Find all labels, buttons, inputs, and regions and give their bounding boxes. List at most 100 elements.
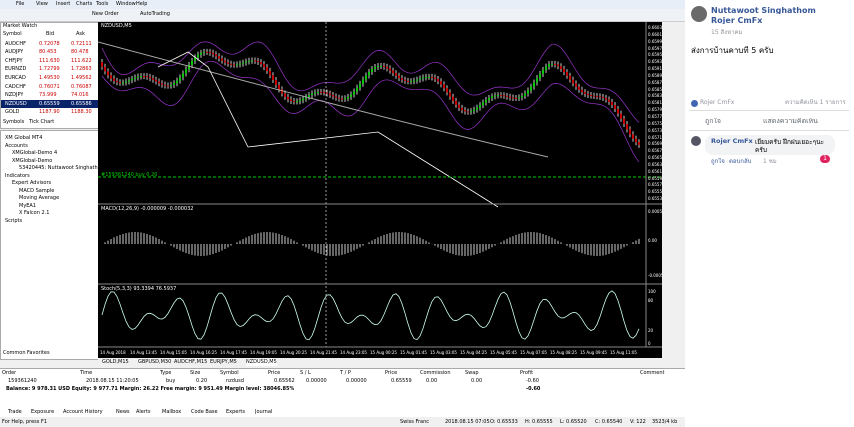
chart-tab[interactable]: AUDCHF,M15: [174, 359, 208, 365]
tab[interactable]: Account History: [63, 409, 103, 415]
symbol[interactable]: CADCHF: [5, 83, 26, 90]
candle: [431, 76, 433, 78]
time-label: 14 Aug 21:45: [310, 350, 337, 355]
tab[interactable]: Code Base: [191, 409, 218, 415]
tree-item[interactable]: Scripts: [5, 217, 23, 224]
comment-button[interactable]: แสดงความคิดเห็น: [763, 118, 818, 125]
tree-item[interactable]: X Falcon 2.1: [19, 210, 50, 216]
tab[interactable]: Journal: [255, 409, 273, 415]
symbol[interactable]: AUDCHF: [5, 40, 27, 47]
quote: 111.622: [71, 57, 92, 64]
tab[interactable]: Trade: [8, 409, 22, 415]
status-bar: For Help, press F1 Swiss Franc 2018.08.15 …: [0, 418, 685, 427]
time-label: 15 Aug 03:05: [430, 350, 457, 355]
target[interactable]: Rojer CmFx: [711, 17, 763, 24]
tree-item[interactable]: Indicators: [5, 172, 30, 179]
tab[interactable]: Mailbox: [162, 409, 182, 415]
chart-tab[interactable]: NZDUSD,M5: [246, 359, 277, 366]
menu-item[interactable]: Help: [136, 1, 148, 7]
candle: [236, 64, 238, 66]
candle: [611, 101, 613, 106]
chart-tab[interactable]: EURJPY,M5: [210, 359, 237, 365]
comment-count[interactable]: ความคิดเห็น 1 รายการ: [785, 99, 846, 106]
candle: [404, 79, 406, 81]
candle: [296, 101, 298, 103]
candle: [446, 88, 448, 93]
candle: [371, 69, 373, 72]
symbol[interactable]: GOLD: [5, 109, 20, 116]
time-label: 14 Aug 23:05: [340, 350, 367, 355]
menu-item[interactable]: Tools: [96, 1, 109, 7]
candle: [131, 78, 133, 81]
symbol[interactable]: NZDJPY: [5, 92, 24, 99]
menu-item[interactable]: View: [36, 1, 48, 7]
column-header: Swap: [465, 370, 479, 376]
candle: [260, 62, 262, 65]
tree-item[interactable]: 53420445: Nuttawoot Singhathom: [19, 165, 99, 171]
symbol[interactable]: EURCAD: [5, 74, 26, 81]
cell: 0.20: [196, 378, 208, 384]
candle: [110, 75, 112, 79]
menu-item[interactable]: Window: [116, 1, 136, 7]
reactor[interactable]: Rojer CmFx: [700, 99, 735, 106]
candle: [329, 93, 331, 95]
candle: [614, 105, 616, 110]
tab[interactable]: Common: [3, 350, 26, 356]
candle: [581, 89, 583, 93]
tab[interactable]: Exposure: [31, 409, 55, 415]
menu-item[interactable]: Insert: [56, 1, 71, 7]
tab[interactable]: Symbols: [3, 119, 25, 125]
chart-tab[interactable]: GOLD,M15: [102, 359, 129, 365]
tree-item[interactable]: XMGlobal-Demo 4: [12, 150, 58, 156]
candle: [455, 100, 457, 105]
toolbar-button[interactable]: AutoTrading: [140, 11, 170, 17]
chart-tab[interactable]: GBPUSD,M30: [138, 359, 172, 365]
symbol[interactable]: NZDUSD: [5, 100, 27, 107]
cell: 2018.08.15 11:20:05: [86, 378, 139, 384]
tree-item[interactable]: Accounts: [5, 142, 28, 149]
post-text: ส่งการบ้านคาบที่ 5 ครับ: [691, 46, 774, 55]
candle: [608, 99, 610, 102]
candle: [119, 82, 121, 84]
candle: [479, 105, 481, 108]
tab[interactable]: Favorites: [27, 350, 50, 356]
tree-item[interactable]: XM Global MT4: [5, 135, 43, 141]
symbol[interactable]: CHFJPY: [5, 57, 23, 64]
tree-item[interactable]: XMGlobal-Demo: [12, 157, 53, 164]
comment-author[interactable]: Rojer CmFx: [711, 138, 753, 145]
tree-item[interactable]: Moving Average: [19, 195, 60, 201]
toolbar-button[interactable]: New Order: [92, 11, 119, 17]
menu-item[interactable]: File: [16, 1, 25, 7]
comment-avatar: [691, 136, 701, 146]
candle: [251, 60, 253, 62]
price-label: 0.65655: [648, 155, 662, 161]
tree-item[interactable]: MyEA1: [19, 202, 37, 209]
candle: [428, 76, 430, 78]
tree-item[interactable]: Expert Advisors: [12, 180, 52, 186]
cell[interactable]: 159361240: [8, 378, 37, 384]
candle: [314, 92, 316, 94]
comment-like[interactable]: ถูกใจ: [711, 158, 725, 165]
date[interactable]: 15 สิงหาคม: [711, 29, 743, 36]
price-label: 0.65755: [648, 120, 662, 126]
tab[interactable]: Experts: [226, 409, 245, 415]
price-label: 0.65575: [648, 182, 662, 188]
symbol[interactable]: EURNZD: [5, 66, 27, 73]
tab[interactable]: Tick Chart: [29, 119, 55, 125]
menu-item[interactable]: Charts: [76, 1, 93, 7]
author[interactable]: Nuttawoot Singhathom: [711, 7, 816, 14]
comment-reply[interactable]: ตอบกลับ: [729, 158, 752, 165]
candle: [368, 71, 370, 76]
candle: [317, 91, 319, 93]
like-button[interactable]: ถูกใจ: [705, 118, 721, 125]
quote: 0.76087: [71, 83, 92, 90]
tab[interactable]: Alerts: [136, 409, 151, 415]
candle: [584, 92, 586, 94]
tree-item[interactable]: MACD Sample: [19, 187, 55, 194]
price-label: 0.65975: [648, 45, 662, 51]
candle: [212, 52, 214, 55]
symbol[interactable]: AUDJPY: [5, 49, 24, 56]
candle: [116, 80, 118, 83]
quote: 80.478: [71, 49, 89, 56]
tab[interactable]: News: [116, 409, 130, 415]
